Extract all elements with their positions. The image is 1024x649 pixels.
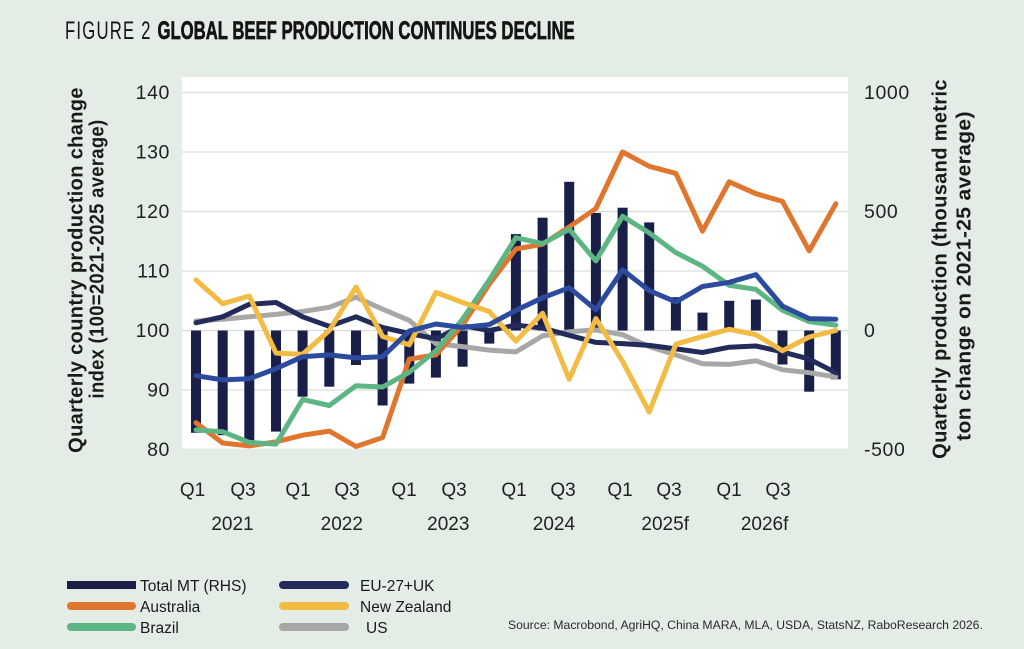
svg-text:Q1: Q1: [501, 480, 526, 501]
svg-text:Q1: Q1: [391, 480, 416, 501]
svg-text:140: 140: [136, 82, 170, 104]
svg-text:Q1: Q1: [180, 480, 205, 501]
svg-text:0: 0: [864, 320, 875, 342]
svg-text:2023: 2023: [427, 514, 469, 535]
svg-text:Q3: Q3: [550, 480, 575, 501]
svg-text:Q3: Q3: [441, 480, 466, 501]
svg-text:90: 90: [147, 380, 170, 402]
svg-text:Q3: Q3: [656, 480, 681, 501]
svg-text:Q1: Q1: [716, 480, 741, 501]
svg-text:Q3: Q3: [334, 480, 359, 501]
svg-text:2022: 2022: [321, 514, 363, 535]
svg-text:Q1: Q1: [285, 480, 310, 501]
svg-text:100: 100: [136, 320, 170, 342]
svg-text:80: 80: [147, 439, 170, 461]
svg-text:-500: -500: [864, 439, 905, 461]
svg-text:110: 110: [137, 261, 170, 283]
svg-text:2026f: 2026f: [741, 514, 789, 535]
svg-text:Q3: Q3: [230, 480, 255, 501]
svg-text:2025f: 2025f: [641, 514, 689, 535]
svg-text:1000: 1000: [864, 82, 910, 104]
svg-text:Q1: Q1: [607, 480, 632, 501]
svg-text:130: 130: [136, 142, 170, 164]
svg-text:Q3: Q3: [765, 480, 790, 501]
svg-text:500: 500: [864, 201, 898, 223]
svg-text:120: 120: [136, 201, 170, 223]
svg-text:2021: 2021: [211, 514, 253, 535]
svg-text:2024: 2024: [533, 514, 576, 535]
